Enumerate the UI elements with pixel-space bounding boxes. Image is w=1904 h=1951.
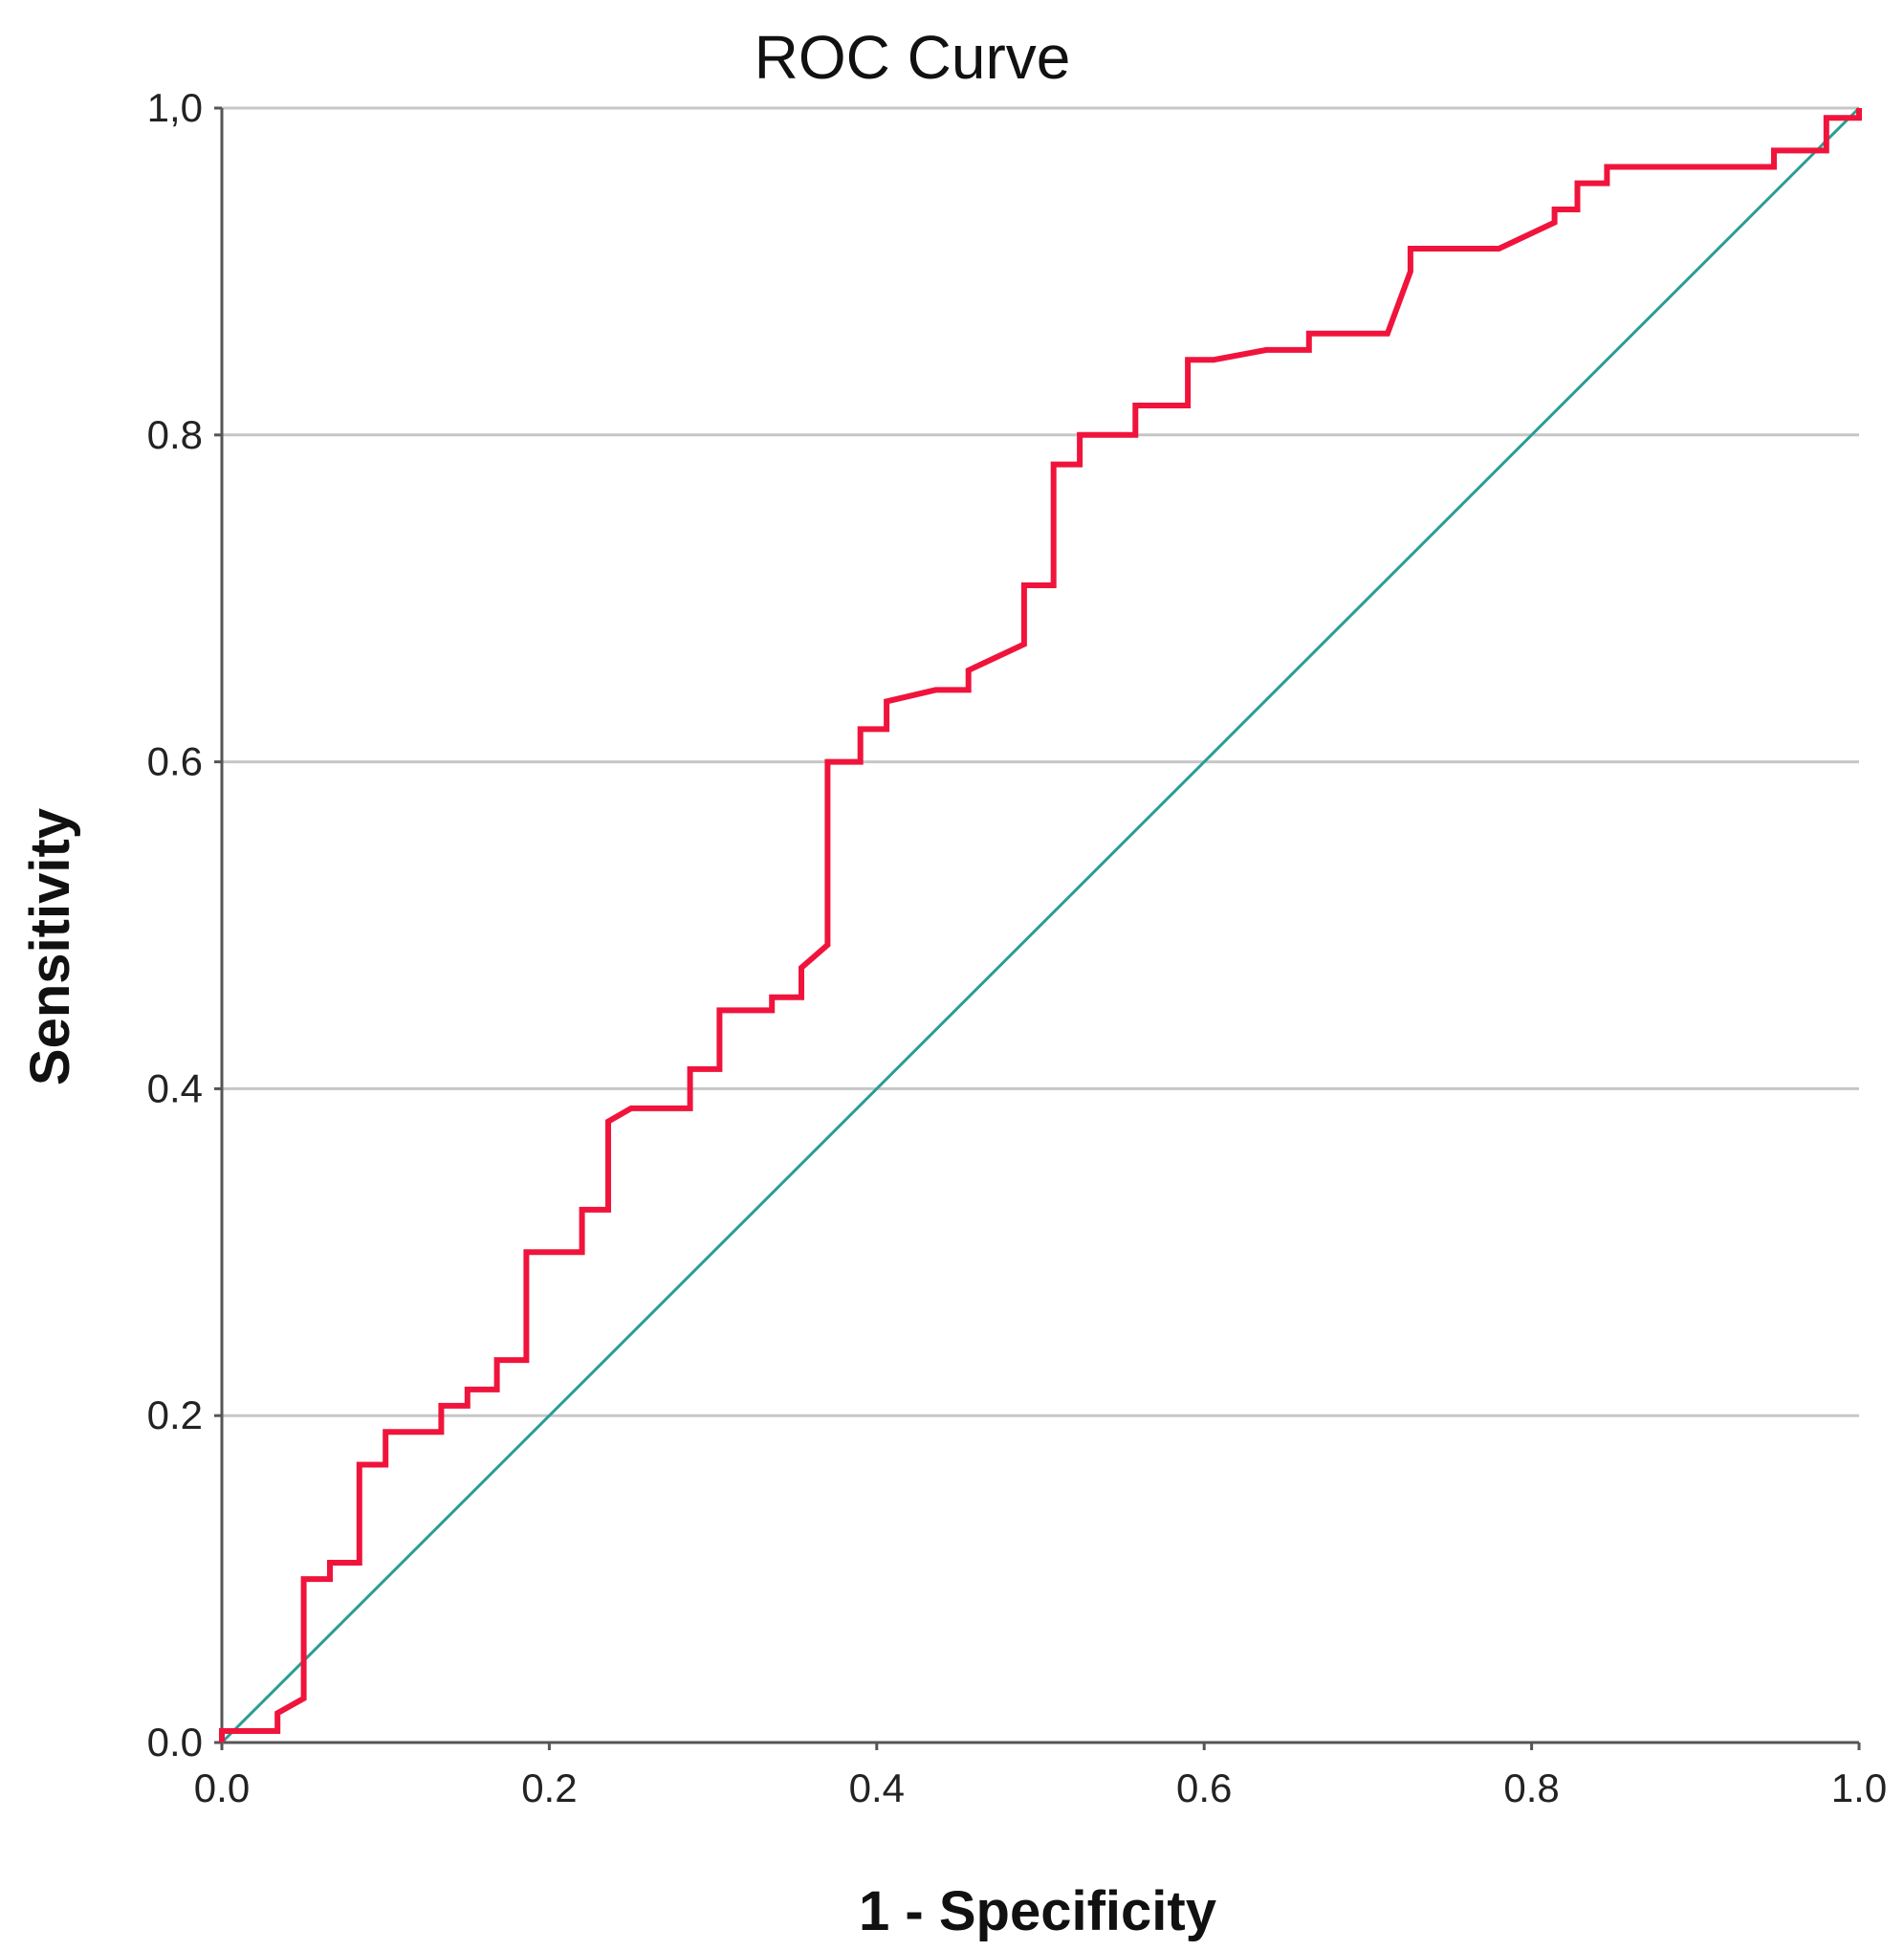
chart-title: ROC Curve	[755, 23, 1071, 92]
x-tick-label: 0.6	[1176, 1765, 1232, 1810]
data-series	[219, 106, 1862, 1744]
reference-diagonal-line	[220, 106, 1861, 1744]
x-tick-label: 1.0	[1831, 1765, 1887, 1810]
y-tick-label: 0.4	[147, 1065, 203, 1110]
x-tick-label: 0.4	[849, 1765, 905, 1810]
tick-labels: 0.0 0.2 0.4 0.6 0.8 1.0 0.0 0.2 0.4 0.6 0.8 1,0	[147, 85, 1888, 1810]
y-tick-label: 0.2	[147, 1392, 203, 1437]
roc-curve-line	[219, 108, 1862, 1743]
x-tick-label: 0.8	[1503, 1765, 1559, 1810]
x-tick-label: 0.0	[194, 1765, 250, 1810]
y-tick-label: 1,0	[147, 85, 203, 130]
y-tick-label: 0.6	[147, 739, 203, 784]
x-tick-label: 0.2	[521, 1765, 577, 1810]
y-axis-label: Sensitivity	[19, 808, 81, 1085]
axes	[214, 106, 1861, 1750]
x-axis-label: 1 - Specificity	[859, 1880, 1216, 1942]
y-tick-label: 0.0	[147, 1720, 203, 1765]
y-tick-label: 0.8	[147, 412, 203, 457]
